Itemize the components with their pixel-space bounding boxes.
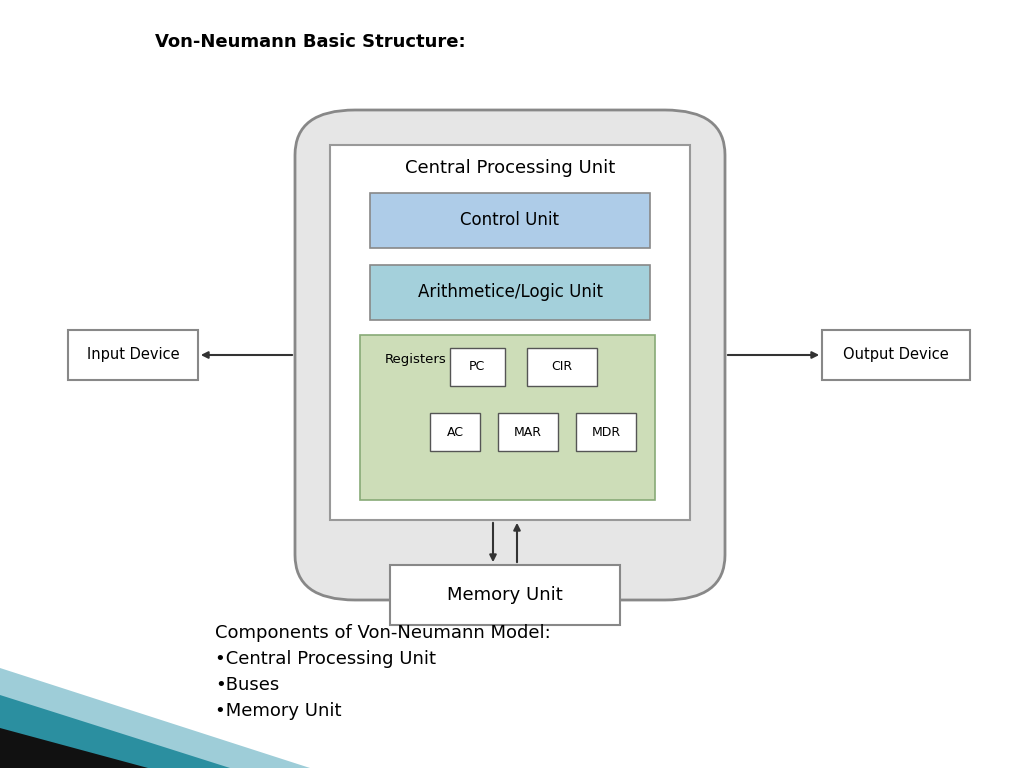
Text: Central Processing Unit: Central Processing Unit: [404, 159, 615, 177]
Polygon shape: [0, 668, 310, 768]
Bar: [527, 348, 597, 386]
Bar: [330, 145, 690, 520]
Polygon shape: [0, 695, 230, 768]
Text: •Memory Unit: •Memory Unit: [215, 702, 341, 720]
Bar: [68, 330, 198, 380]
Bar: [822, 330, 970, 380]
Polygon shape: [0, 728, 148, 768]
Text: MDR: MDR: [592, 425, 621, 439]
Bar: [450, 348, 505, 386]
Bar: [498, 413, 558, 451]
Bar: [430, 413, 480, 451]
Text: Components of Von-Neumann Model:: Components of Von-Neumann Model:: [215, 624, 551, 642]
Text: AC: AC: [446, 425, 464, 439]
Text: Memory Unit: Memory Unit: [447, 586, 563, 604]
Bar: [370, 193, 650, 248]
FancyBboxPatch shape: [295, 110, 725, 600]
Bar: [370, 265, 650, 320]
Text: PC: PC: [469, 360, 485, 373]
Text: Input Device: Input Device: [87, 347, 179, 362]
Text: Registers: Registers: [385, 353, 446, 366]
Text: •Buses: •Buses: [215, 676, 280, 694]
Text: Arithmetice/Logic Unit: Arithmetice/Logic Unit: [418, 283, 602, 301]
Bar: [390, 565, 620, 625]
Text: Von-Neumann Basic Structure:: Von-Neumann Basic Structure:: [155, 33, 466, 51]
Text: MAR: MAR: [514, 425, 542, 439]
Text: Control Unit: Control Unit: [461, 211, 559, 229]
Bar: [575, 413, 636, 451]
Text: •Central Processing Unit: •Central Processing Unit: [215, 650, 436, 668]
Bar: [360, 335, 655, 500]
Text: CIR: CIR: [552, 360, 572, 373]
Text: Output Device: Output Device: [843, 347, 949, 362]
